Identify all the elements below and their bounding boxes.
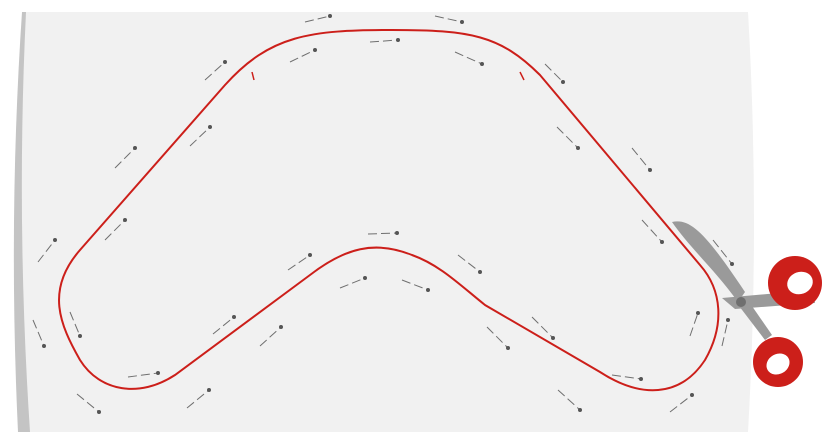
- pin-shaft: [531, 316, 554, 339]
- sewing-pin-icon: [313, 48, 317, 52]
- pin-shaft: [76, 393, 100, 413]
- pin-shaft: [212, 316, 235, 335]
- sewing-pin-icon: [690, 393, 694, 397]
- pin-shaft: [104, 219, 126, 241]
- sewing-pin-icon: [328, 14, 332, 18]
- sewing-pin-icon: [232, 315, 236, 319]
- sewing-pin-icon: [279, 325, 283, 329]
- scissors-icon: [672, 221, 822, 387]
- pin-shaft: [69, 311, 81, 337]
- pin-shaft: [204, 61, 226, 81]
- boomerang-pattern-outline-icon: [58, 28, 720, 392]
- sewing-pin-icon: [308, 253, 312, 257]
- sewing-pin-icon: [460, 20, 464, 24]
- pin-shaft: [32, 319, 45, 347]
- pin-shaft: [189, 126, 211, 147]
- pin-shaft: [304, 15, 331, 23]
- pin-shaft: [454, 51, 483, 65]
- pin-shaft: [114, 147, 136, 169]
- pin-shaft: [556, 126, 579, 149]
- scissor-handle-top: [768, 256, 822, 310]
- sewing-pin-icon: [395, 231, 399, 235]
- pin-shaft: [127, 372, 159, 378]
- pin-shaft: [486, 326, 509, 349]
- fabric-body: [21, 12, 755, 432]
- sewing-pin-icon: [53, 238, 57, 242]
- sewing-pin-icon: [730, 262, 734, 266]
- pin-shaft: [669, 394, 693, 413]
- sewing-pin-icon: [207, 388, 211, 392]
- pin-shaft: [641, 219, 663, 243]
- sewing-pin-icon: [696, 311, 700, 315]
- pin-shaft: [712, 239, 733, 265]
- scissor-shank: [736, 296, 772, 340]
- sewing-pins-group: [32, 14, 734, 414]
- sewing-pin-icon: [97, 410, 101, 414]
- pin-shaft: [557, 389, 581, 411]
- pin-shaft: [544, 63, 564, 83]
- sewing-pin-icon: [426, 288, 430, 292]
- sewing-pin-icon: [576, 146, 580, 150]
- sewing-pin-icon: [208, 125, 212, 129]
- notch-mark: [251, 71, 255, 81]
- sewing-pin-icon: [363, 276, 367, 280]
- fabric-sheet-icon: [13, 12, 755, 432]
- sewing-pin-icon: [648, 168, 652, 172]
- pin-shaft: [611, 374, 642, 380]
- sewing-pin-icon: [42, 344, 46, 348]
- sewing-pin-icon: [561, 80, 565, 84]
- pin-shaft: [37, 239, 56, 263]
- sewing-pin-icon: [726, 318, 730, 322]
- pin-shaft: [289, 49, 316, 63]
- sewing-pin-icon: [78, 334, 82, 338]
- pin-shaft: [401, 279, 429, 291]
- sewing-pin-icon: [123, 218, 127, 222]
- sewing-pin-icon: [133, 146, 137, 150]
- sewing-pin-icon: [223, 60, 227, 64]
- sewing-pin-icon: [551, 336, 555, 340]
- scissor-blade-upper: [672, 221, 745, 302]
- pin-shaft: [631, 147, 651, 171]
- pin-shaft: [287, 254, 311, 271]
- sewing-pin-icon: [156, 371, 160, 375]
- scissor-handle-bottom: [753, 337, 803, 387]
- notch-mark: [519, 71, 525, 81]
- sewing-pin-icon: [396, 38, 400, 42]
- pin-shaft: [457, 254, 481, 273]
- sewing-pin-icon: [578, 408, 582, 412]
- scissor-pivot-screw: [736, 297, 746, 307]
- pin-shaft: [689, 312, 699, 337]
- sewing-pin-icon: [478, 270, 482, 274]
- pin-shaft: [339, 277, 366, 289]
- pin-shaft: [186, 389, 210, 409]
- sewing-pin-icon: [480, 62, 484, 66]
- sewing-pin-icon: [660, 240, 664, 244]
- pin-shaft: [369, 39, 399, 43]
- pin-shaft: [721, 319, 729, 347]
- sewing-pin-icon: [639, 377, 643, 381]
- sewing-pin-icon: [506, 346, 510, 350]
- pin-shaft: [259, 326, 282, 347]
- pin-shaft: [434, 15, 463, 23]
- pin-shaft: [367, 232, 398, 235]
